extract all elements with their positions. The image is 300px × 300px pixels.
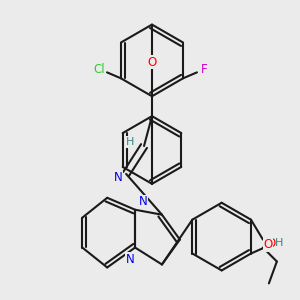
- Text: H: H: [275, 238, 283, 248]
- Text: F: F: [201, 63, 207, 76]
- Text: O: O: [263, 238, 272, 251]
- Text: N: N: [114, 171, 122, 184]
- Text: Cl: Cl: [93, 63, 105, 76]
- Text: O: O: [266, 237, 275, 250]
- Text: H: H: [126, 137, 134, 147]
- Text: N: N: [126, 253, 134, 266]
- Text: O: O: [147, 56, 157, 69]
- Text: N: N: [139, 195, 147, 208]
